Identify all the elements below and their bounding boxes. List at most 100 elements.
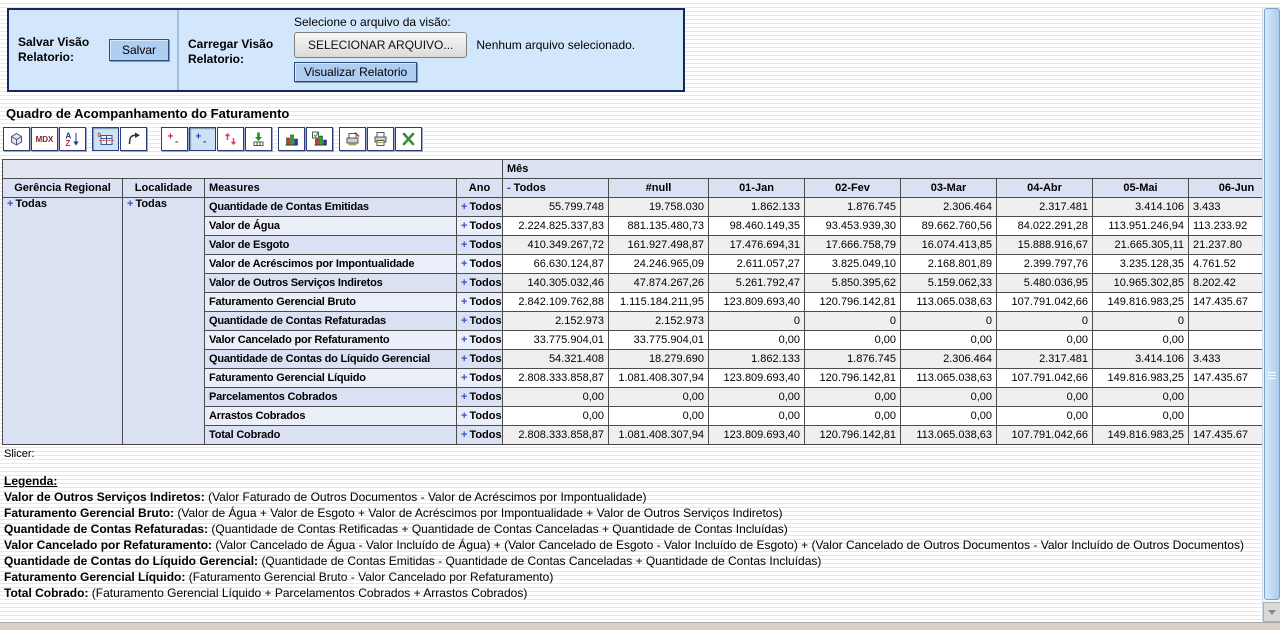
ano-cell: + Todos [456, 254, 503, 274]
value-cell: 149.816.983,25 [1092, 368, 1189, 388]
expand-member-icon[interactable]: + [461, 239, 468, 251]
value-cell: 2.224.825.337,83 [502, 216, 609, 236]
value-cell: 0,00 [708, 387, 805, 407]
save-button[interactable]: Salvar [108, 39, 169, 61]
chart-config-button[interactable] [306, 127, 333, 151]
value-cell: 17.476.694,31 [708, 235, 805, 255]
value-cell: 0,00 [1092, 387, 1189, 407]
measure-label: Valor de Acréscimos por Impontualidade [204, 254, 457, 274]
value-cell: 98.460.149,35 [708, 216, 805, 236]
swap-axes-icon [128, 132, 140, 145]
value-cell: 107.791.042,66 [996, 368, 1093, 388]
view-report-button[interactable]: Visualizar Relatorio [294, 62, 418, 82]
legend-item: Quantidade de Contas do Líquido Gerencia… [4, 554, 822, 568]
column-header-06-jun: 06-Jun [1187, 178, 1262, 198]
value-cell: 2.152.973 [502, 311, 609, 331]
table-row: Parcelamentos Cobrados + Todos 0,00 0,00 0,00… [3, 387, 1262, 407]
printer-icon [374, 132, 387, 146]
drill-position-button[interactable]: + - [189, 127, 216, 151]
expand-member-icon[interactable]: + [461, 201, 468, 213]
value-cell: 19.758.030 [608, 197, 709, 217]
value-cell: 1.876.745 [804, 349, 901, 369]
ano-cell: + Todos [456, 292, 503, 312]
value-cell: 1.876.745 [804, 197, 901, 217]
value-cell: 3.825.049,10 [804, 254, 901, 274]
olap-navigator-button[interactable] [3, 127, 30, 151]
measure-label: Valor de Outros Serviços Indiretos [204, 273, 457, 293]
measure-label: Arrastos Cobrados [204, 406, 457, 426]
load-view-section: Selecione o arquivo da visão: Carregar V… [179, 10, 683, 90]
pivot-table: Mês Gerência Regional Localidade Measure… [2, 159, 1262, 445]
value-cell: 881.135.480,73 [608, 216, 709, 236]
measure-label: Faturamento Gerencial Líquido [204, 368, 457, 388]
scrollbar-thumb[interactable] [1264, 8, 1280, 600]
value-cell: 149.816.983,25 [1092, 292, 1189, 312]
legend-item: Quantidade de Contas Refaturadas: (Quant… [4, 522, 788, 536]
value-cell [1187, 406, 1262, 426]
table-row: Valor de Acréscimos por Impontualidade + T… [3, 254, 1262, 274]
expand-member-icon[interactable]: + [461, 220, 468, 232]
print-pdf-button[interactable] [367, 127, 394, 151]
expand-member-icon[interactable]: + [461, 315, 468, 327]
show-chart-button[interactable] [278, 127, 305, 151]
mdx-icon: MDX [35, 134, 54, 144]
scrollbar-grip-icon [1268, 374, 1276, 376]
expand-member-icon[interactable]: + [461, 429, 468, 441]
value-cell: 5.159.062,33 [900, 273, 997, 293]
expand-member-icon[interactable]: + [461, 391, 468, 403]
value-cell: 107.791.042,66 [996, 292, 1093, 312]
drill-through-button[interactable] [245, 127, 272, 151]
value-cell: 54.321.408 [502, 349, 609, 369]
file-status-text: Nenhum arquivo selecionado. [476, 38, 636, 52]
expand-member-icon[interactable]: + [461, 334, 468, 346]
mdx-editor-button[interactable]: MDX [31, 127, 58, 151]
svg-text:0: 0 [98, 133, 102, 139]
vertical-scrollbar[interactable] [1262, 8, 1280, 622]
value-cell: 8.202.42 [1187, 273, 1262, 293]
select-file-button[interactable]: SELECIONAR ARQUIVO... [294, 32, 468, 58]
swap-axes-button[interactable] [120, 127, 147, 151]
expand-member-icon[interactable]: + [461, 277, 468, 289]
value-cell: 113.065.038,63 [900, 292, 997, 312]
table-row: Total Cobrado + Todos 2.808.333.858,87 1.081… [3, 425, 1262, 445]
value-cell [1187, 387, 1262, 407]
expand-member-icon[interactable]: + [461, 296, 468, 308]
expand-member-icon[interactable]: + [461, 258, 468, 270]
value-cell: 123.809.693,40 [708, 425, 805, 445]
print-config-button[interactable] [339, 127, 366, 151]
toolbar: MDX A Z 0 + - + - [3, 127, 1280, 151]
value-cell: 0,00 [804, 387, 901, 407]
collapse-member-icon[interactable]: - [507, 182, 511, 194]
value-cell: 2.808.333.858,87 [502, 368, 609, 388]
sort-az-icon: A Z [66, 132, 79, 147]
expand-member-icon[interactable]: + [461, 410, 468, 422]
scroll-down-button[interactable] [1263, 602, 1280, 622]
ano-cell: + Todos [456, 387, 503, 407]
expand-member-icon[interactable]: + [7, 198, 14, 211]
value-cell: 140.305.032,46 [502, 273, 609, 293]
expand-member-icon[interactable]: + [461, 353, 468, 365]
column-header-01-jan: 01-Jan [708, 178, 805, 198]
value-cell: 3.433 [1187, 349, 1262, 369]
value-cell: 24.246.965,09 [608, 254, 709, 274]
value-cell: 0,00 [1092, 330, 1189, 350]
table-row: + Todas + Todas Quantidade de Contas Emitida… [2, 197, 1262, 445]
drill-replace-button[interactable] [217, 127, 244, 151]
expand-member-icon[interactable]: + [461, 372, 468, 384]
value-cell: 410.349.267,72 [502, 235, 609, 255]
value-cell: 147.435.67 [1187, 368, 1262, 388]
drill-member-button[interactable]: + - [161, 127, 188, 151]
sort-button[interactable]: A Z [59, 127, 86, 151]
legend-item: Faturamento Gerencial Bruto: (Valor de Á… [4, 506, 783, 520]
value-cell: 149.816.983,25 [1092, 425, 1189, 445]
value-cell: 1.862.133 [708, 197, 805, 217]
value-cell: 113.233.92 [1187, 216, 1262, 236]
expand-member-icon[interactable]: + [127, 198, 134, 211]
svg-text:+: + [196, 132, 202, 143]
horizontal-scrollbar[interactable] [0, 622, 1280, 630]
value-cell: 120.796.142,81 [804, 425, 901, 445]
column-header--null: #null [608, 178, 709, 198]
value-cell: 120.796.142,81 [804, 368, 901, 388]
show-parent-members-button[interactable]: 0 [92, 127, 119, 151]
export-excel-button[interactable] [395, 127, 422, 151]
